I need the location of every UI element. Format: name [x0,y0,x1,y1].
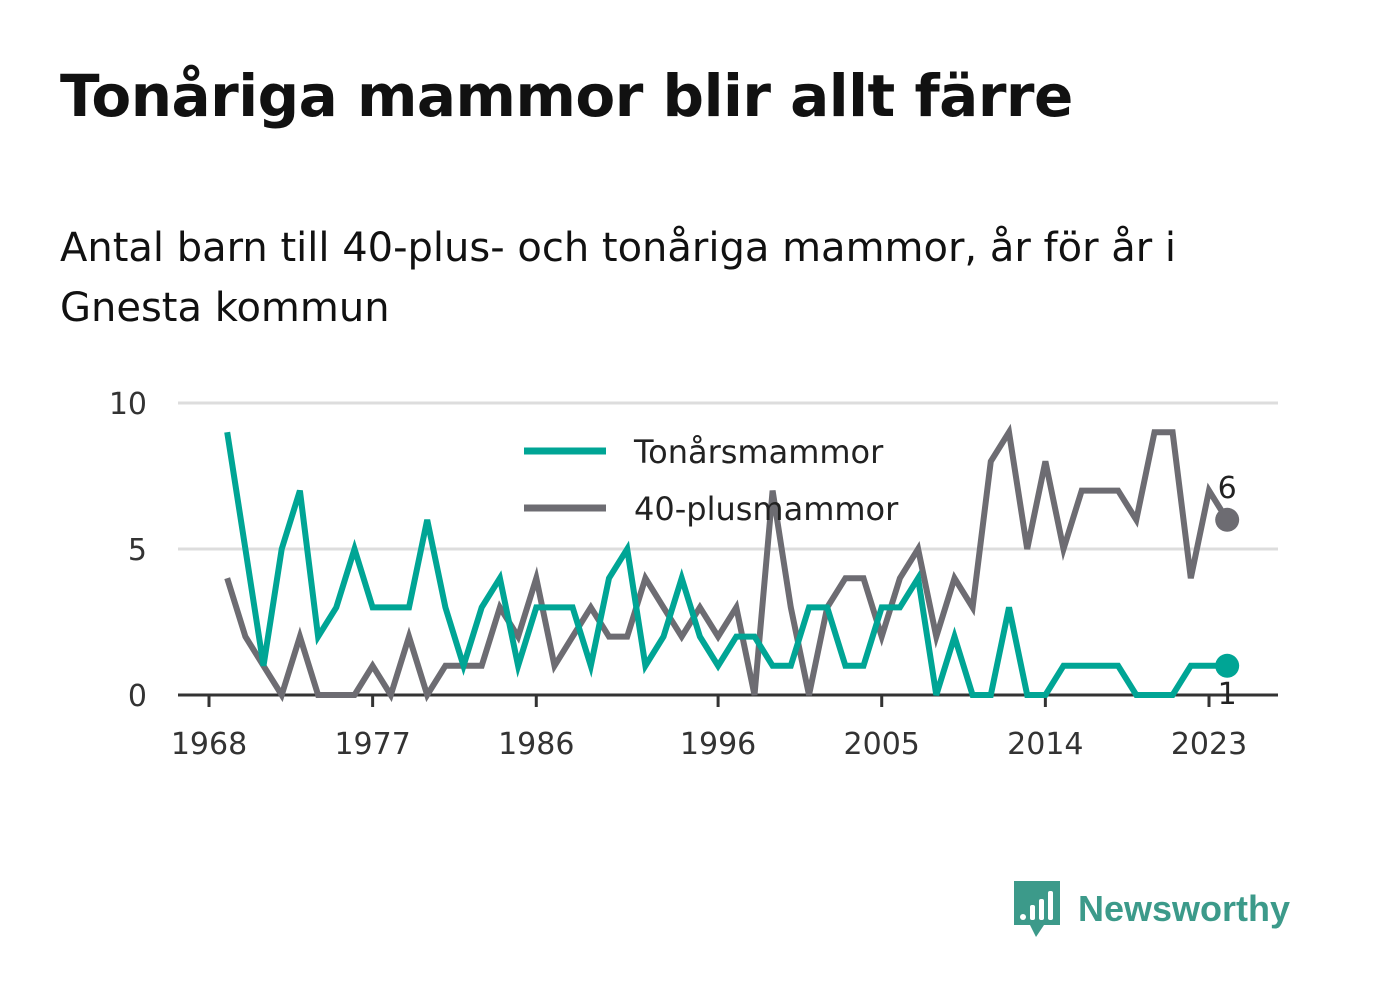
y-tick-label: 5 [128,533,147,568]
x-tick-label: 2014 [1007,727,1083,762]
chart-subtitle: Antal barn till 40-plus- och tonåriga ma… [60,225,1177,331]
legend-label-0: Tonårsmammor [633,433,884,471]
newsworthy-logo-icon [1014,881,1060,937]
series-end-label-0: 1 [1218,677,1237,712]
x-tick-label: 2023 [1171,727,1247,762]
series-end-point-1 [1215,507,1240,532]
brand-name: Newsworthy [1078,888,1291,929]
series-line-1 [224,423,1230,703]
x-tick-label: 1977 [334,727,410,762]
y-tick-label: 0 [128,679,147,714]
y-tick-label: 10 [109,387,147,422]
x-tick-label: 1986 [498,727,574,762]
series-end-label-1: 6 [1218,471,1237,506]
series-line-0 [224,431,1228,698]
legend-label-1: 40-plusmammor [634,490,899,528]
x-tick-label: 1968 [171,727,247,762]
x-tick-label: 2005 [844,727,920,762]
x-tick-label: 1996 [680,727,756,762]
brand-logo: Newsworthy [1012,878,1290,940]
series-end-point-0 [1215,653,1240,678]
chart-title: Tonåriga mammor blir allt färre [60,62,1073,130]
